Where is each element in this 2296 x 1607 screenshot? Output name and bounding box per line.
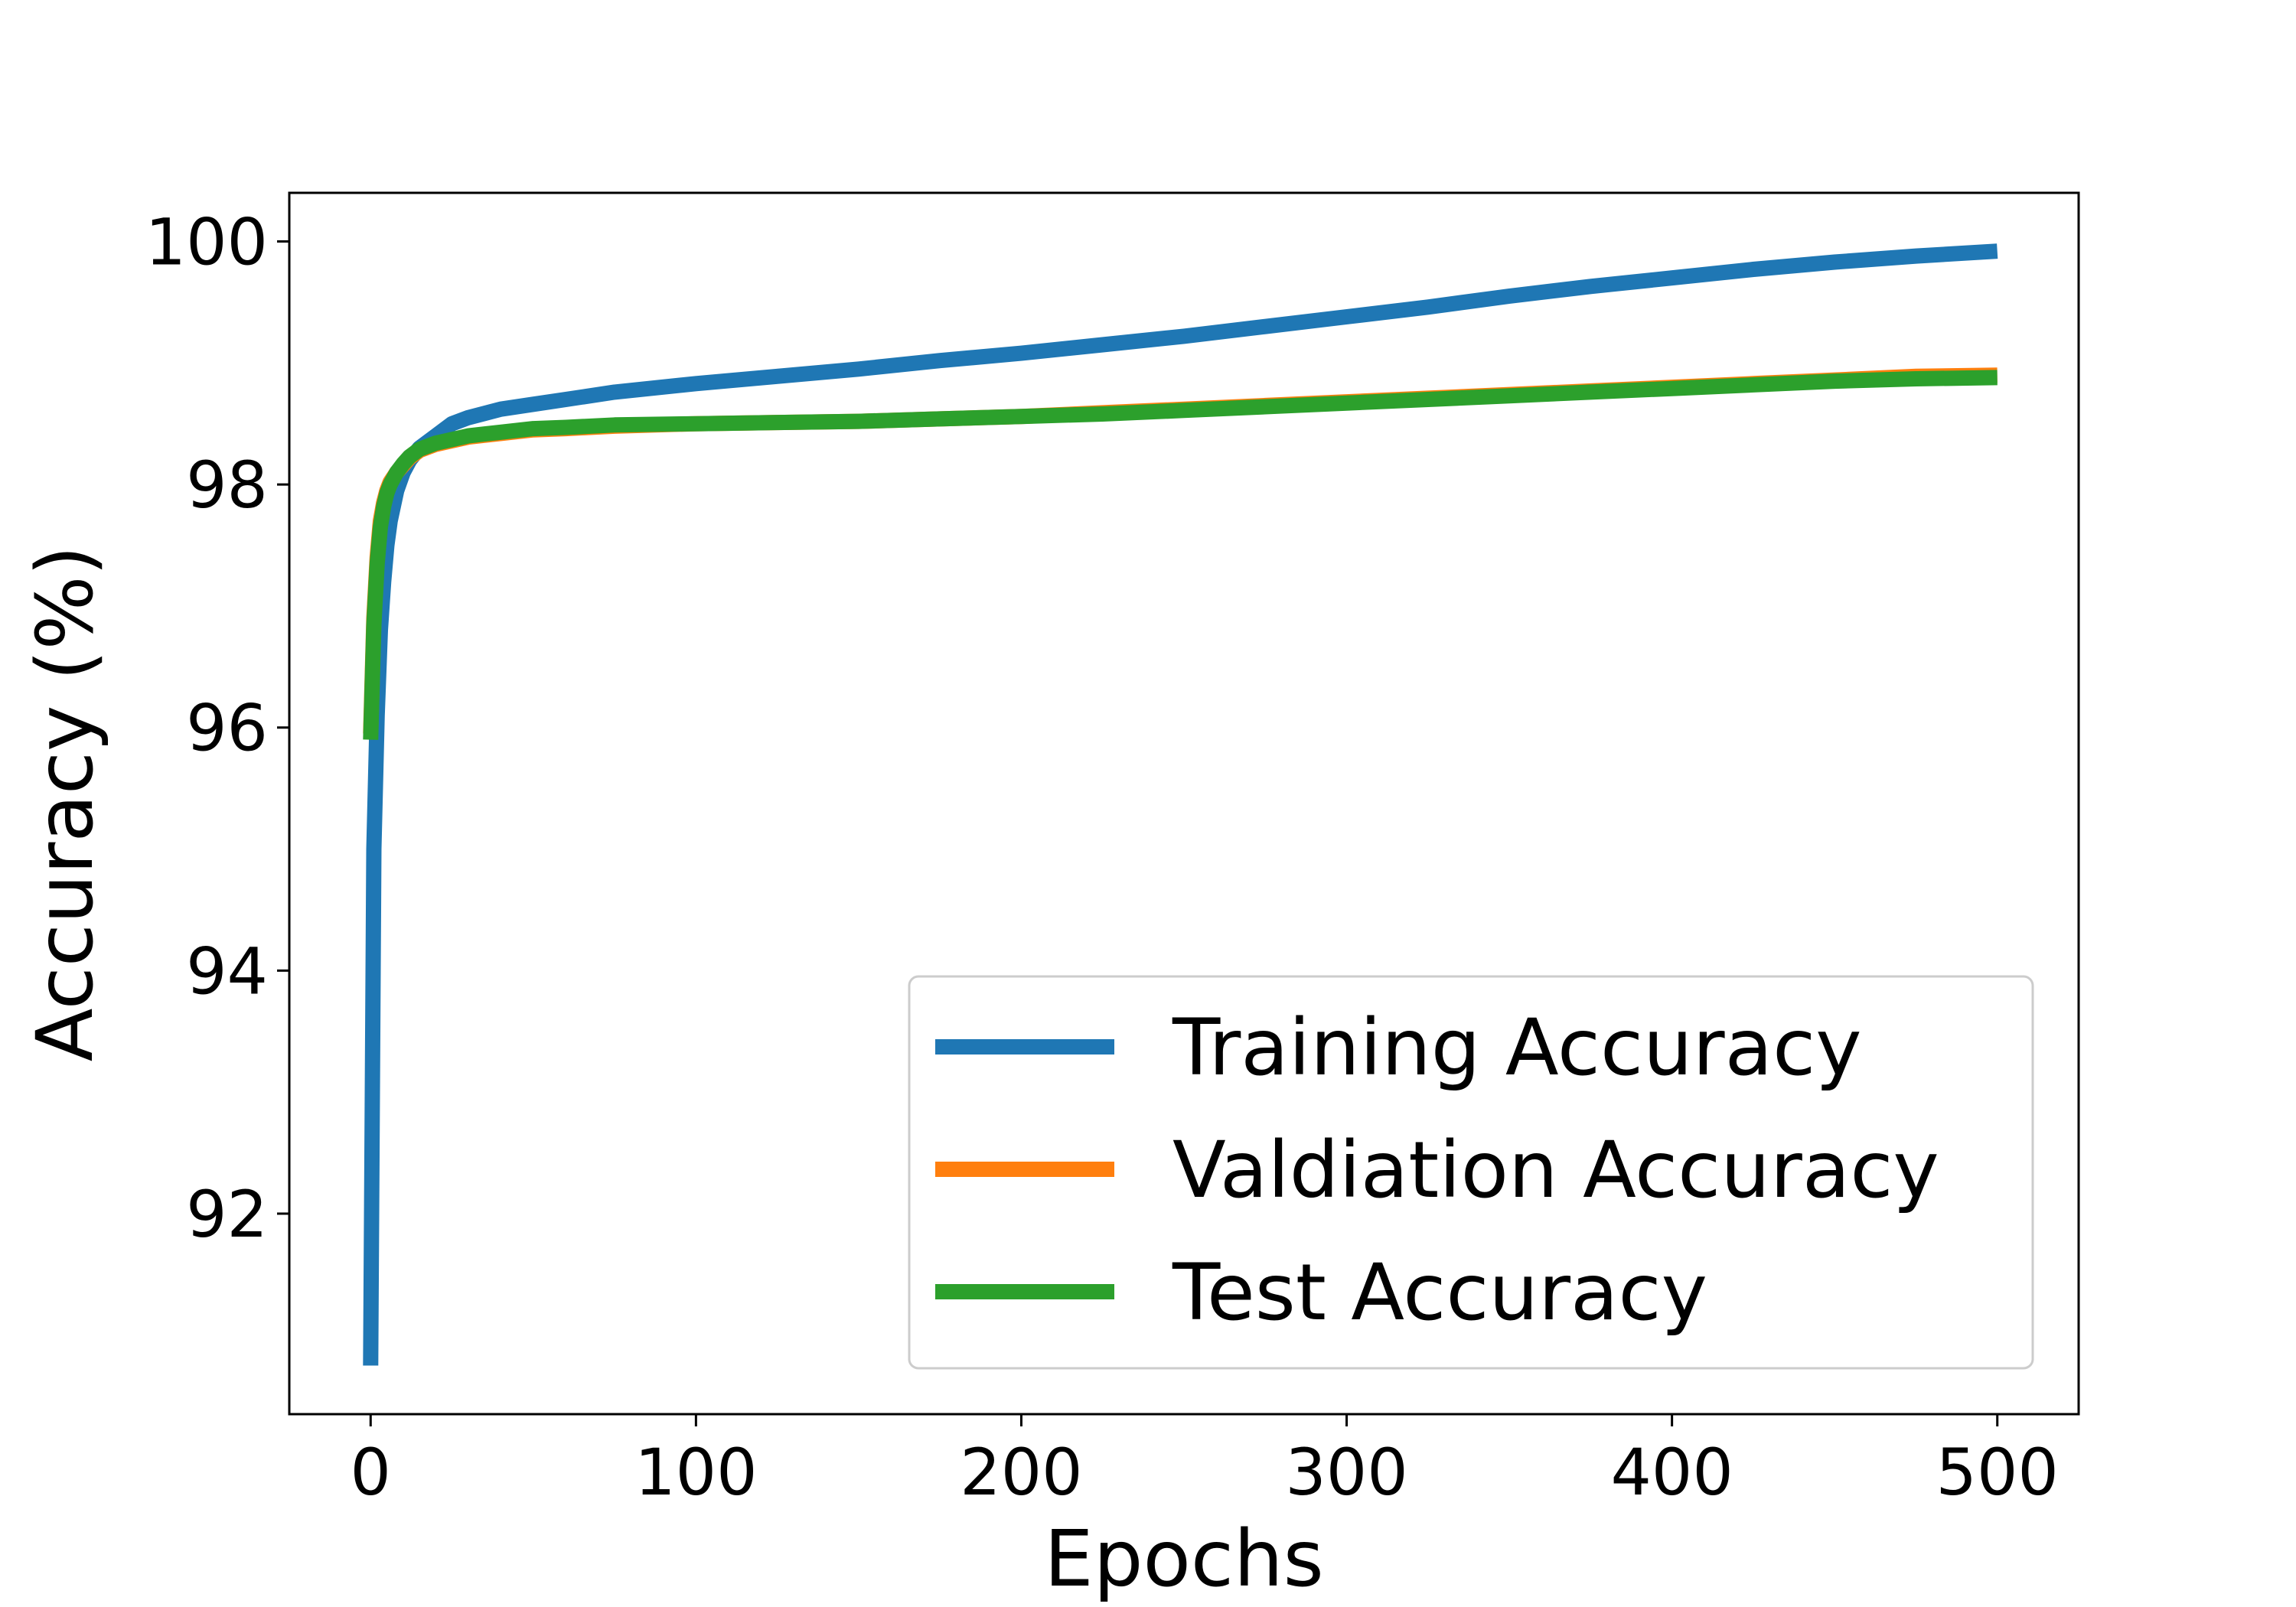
y-tick-label: 92 [186,1177,268,1252]
x-tick-label: 100 [634,1435,757,1510]
y-axis: 92 94 96 98 100 [145,205,289,1252]
y-tick-label: 96 [186,691,268,766]
x-tick-label: 400 [1610,1435,1733,1510]
series-line-0 [363,243,1998,1366]
legend: Training Accuracy Valdiation Accuracy Test… [908,975,2034,1370]
series-layer [363,243,1998,1366]
y-axis-title: Accuracy (%) [20,546,111,1062]
y-tick-label: 98 [186,448,268,523]
x-tick-label: 300 [1285,1435,1407,1510]
y-tick-label: 100 [145,205,268,280]
x-tick-label: 0 [351,1435,391,1510]
legend-label-0: Training Accuracy [1172,1002,1862,1094]
x-axis: 0 100 200 300 400 500 [351,1414,2059,1510]
x-axis-title: Epochs [1044,1514,1323,1605]
legend-label-1: Valdiation Accuracy [1172,1125,1939,1216]
y-tick-label: 94 [186,934,268,1009]
legend-label-2: Test Accuracy [1172,1247,1707,1338]
legend-box [908,975,2034,1370]
x-tick-label: 500 [1936,1435,2059,1510]
series-line-2 [363,370,1998,740]
x-tick-label: 200 [960,1435,1082,1510]
plot-frame [288,191,2080,1416]
